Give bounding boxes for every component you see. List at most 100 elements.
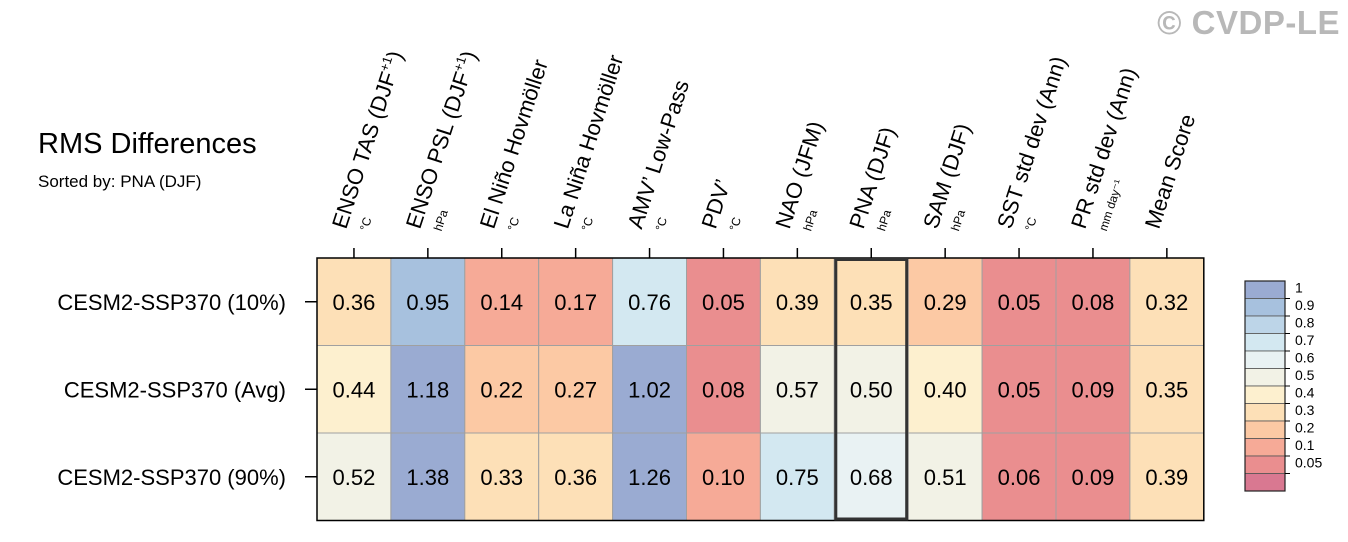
column-unit: °C bbox=[357, 215, 375, 232]
cell-value: 1.02 bbox=[628, 377, 671, 402]
colorbar-swatch bbox=[1244, 473, 1286, 492]
heatmap-cell bbox=[316, 345, 392, 434]
cell-value: 0.32 bbox=[1145, 290, 1188, 315]
colorbar-label: 0.3 bbox=[1295, 402, 1315, 418]
cell-value: 0.27 bbox=[554, 377, 597, 402]
cell-value: 0.08 bbox=[1072, 290, 1115, 315]
cell-value: 0.22 bbox=[480, 377, 523, 402]
colorbar-label: 0.6 bbox=[1295, 350, 1315, 366]
heatmap-cell bbox=[1129, 432, 1205, 521]
cell-value: 0.05 bbox=[702, 290, 745, 315]
column-label: La Niña Hovmöller bbox=[549, 52, 629, 232]
column-header: Mean Score bbox=[1140, 111, 1200, 232]
column-label: SST std dev (Ann) bbox=[992, 53, 1071, 231]
cell-value: 0.10 bbox=[702, 465, 745, 490]
colorbar-swatch bbox=[1244, 315, 1286, 334]
heatmap-cell bbox=[464, 432, 540, 521]
column-unit: °C bbox=[505, 215, 523, 232]
cell-value: 0.44 bbox=[333, 377, 376, 402]
cell-value: 0.52 bbox=[333, 465, 376, 490]
cell-value: 0.35 bbox=[1145, 377, 1188, 402]
chart-title: RMS Differences bbox=[38, 128, 257, 160]
heatmap-cell bbox=[612, 345, 687, 434]
cell-value: 0.17 bbox=[554, 290, 597, 315]
cell-value: 0.05 bbox=[998, 377, 1041, 402]
heatmap-cell bbox=[1055, 257, 1131, 346]
cell-value: 0.14 bbox=[480, 290, 523, 315]
cell-value: 0.75 bbox=[776, 465, 819, 490]
column-label: NAO (JFM) bbox=[770, 118, 828, 231]
colorbar-swatch bbox=[1244, 420, 1286, 439]
heatmap-cell bbox=[1055, 345, 1131, 434]
cell-value: 0.05 bbox=[998, 290, 1041, 315]
column-unit: hPa bbox=[874, 208, 894, 233]
column-label: El Niño Hovmöller bbox=[475, 56, 553, 231]
colorbar-swatch bbox=[1244, 455, 1286, 474]
colorbar-label: 0.7 bbox=[1295, 332, 1315, 348]
colorbar-label: 0.2 bbox=[1295, 420, 1315, 436]
heatmap-cell bbox=[538, 432, 614, 521]
colorbar-swatch bbox=[1244, 385, 1286, 404]
colorbar-label: 0.1 bbox=[1295, 437, 1315, 453]
watermark: © CVDP-LE bbox=[1157, 4, 1340, 41]
heatmap-cell bbox=[907, 345, 983, 434]
colorbar-swatch bbox=[1244, 350, 1286, 369]
cell-value: 0.09 bbox=[1072, 377, 1115, 402]
cell-value: 0.68 bbox=[850, 465, 893, 490]
heatmap-cell bbox=[759, 345, 835, 434]
cell-value: 0.06 bbox=[998, 465, 1041, 490]
cell-value: 0.40 bbox=[924, 377, 967, 402]
cell-value: 0.50 bbox=[850, 377, 893, 402]
colorbar-label: 0.4 bbox=[1295, 385, 1315, 401]
colorbar-swatch bbox=[1244, 333, 1286, 352]
colorbar-swatch bbox=[1244, 298, 1286, 317]
heatmap-cell bbox=[1129, 345, 1205, 434]
column-label: ENSO TAS (DJF+1) bbox=[326, 47, 408, 231]
heatmap-cell bbox=[907, 432, 983, 521]
cell-value: 0.51 bbox=[924, 465, 967, 490]
heatmap-cell bbox=[833, 257, 909, 346]
column-unit: hPa bbox=[800, 208, 820, 233]
cell-value: 0.29 bbox=[924, 290, 967, 315]
heatmap-cell bbox=[316, 432, 392, 521]
row-label: CESM2-SSP370 (90%) bbox=[57, 465, 286, 490]
column-header: SAM (DJF)hPa bbox=[918, 120, 975, 233]
cell-value: 0.36 bbox=[554, 465, 597, 490]
column-header: PNA (DJF)hPa bbox=[844, 124, 900, 233]
cell-value: 0.39 bbox=[1145, 465, 1188, 490]
column-unit: hPa bbox=[431, 208, 451, 233]
column-header: AMV’ Low-Pass°C bbox=[623, 77, 695, 233]
column-label: Mean Score bbox=[1140, 111, 1200, 232]
cell-value: 0.57 bbox=[776, 377, 819, 402]
cell-value: 0.08 bbox=[702, 377, 745, 402]
cell-value: 0.39 bbox=[776, 290, 819, 315]
cell-value: 1.18 bbox=[406, 377, 449, 402]
colorbar-swatch bbox=[1244, 368, 1286, 387]
column-unit: °C bbox=[653, 215, 671, 232]
heatmap-cell bbox=[1129, 257, 1205, 346]
colorbar-swatch bbox=[1244, 403, 1286, 422]
cell-value: 0.09 bbox=[1072, 465, 1115, 490]
heatmap-cell bbox=[390, 257, 466, 346]
colorbar-label: 0.9 bbox=[1295, 297, 1315, 313]
column-header: PDV’°C bbox=[696, 176, 745, 233]
column-header: NAO (JFM)hPa bbox=[770, 118, 828, 233]
column-unit: °C bbox=[727, 215, 745, 232]
colorbar-label: 0.5 bbox=[1295, 367, 1315, 383]
colorbar-label: 0.8 bbox=[1295, 315, 1315, 331]
column-unit: hPa bbox=[948, 208, 968, 233]
heatmap-cell bbox=[686, 345, 761, 434]
column-label: ENSO PSL (DJF+1) bbox=[400, 47, 482, 231]
chart-subtitle: Sorted by: PNA (DJF) bbox=[38, 172, 202, 191]
cell-value: 1.26 bbox=[628, 465, 671, 490]
row-label: CESM2-SSP370 (Avg) bbox=[64, 377, 286, 402]
heatmap-cell bbox=[686, 432, 761, 521]
column-unit: °C bbox=[1022, 215, 1040, 232]
cell-value: 0.36 bbox=[333, 290, 376, 315]
heatmap-cell bbox=[464, 345, 540, 434]
heatmap-cell bbox=[759, 432, 835, 521]
cell-value: 0.35 bbox=[850, 290, 893, 315]
cell-value: 1.38 bbox=[406, 465, 449, 490]
cell-value: 0.76 bbox=[628, 290, 671, 315]
